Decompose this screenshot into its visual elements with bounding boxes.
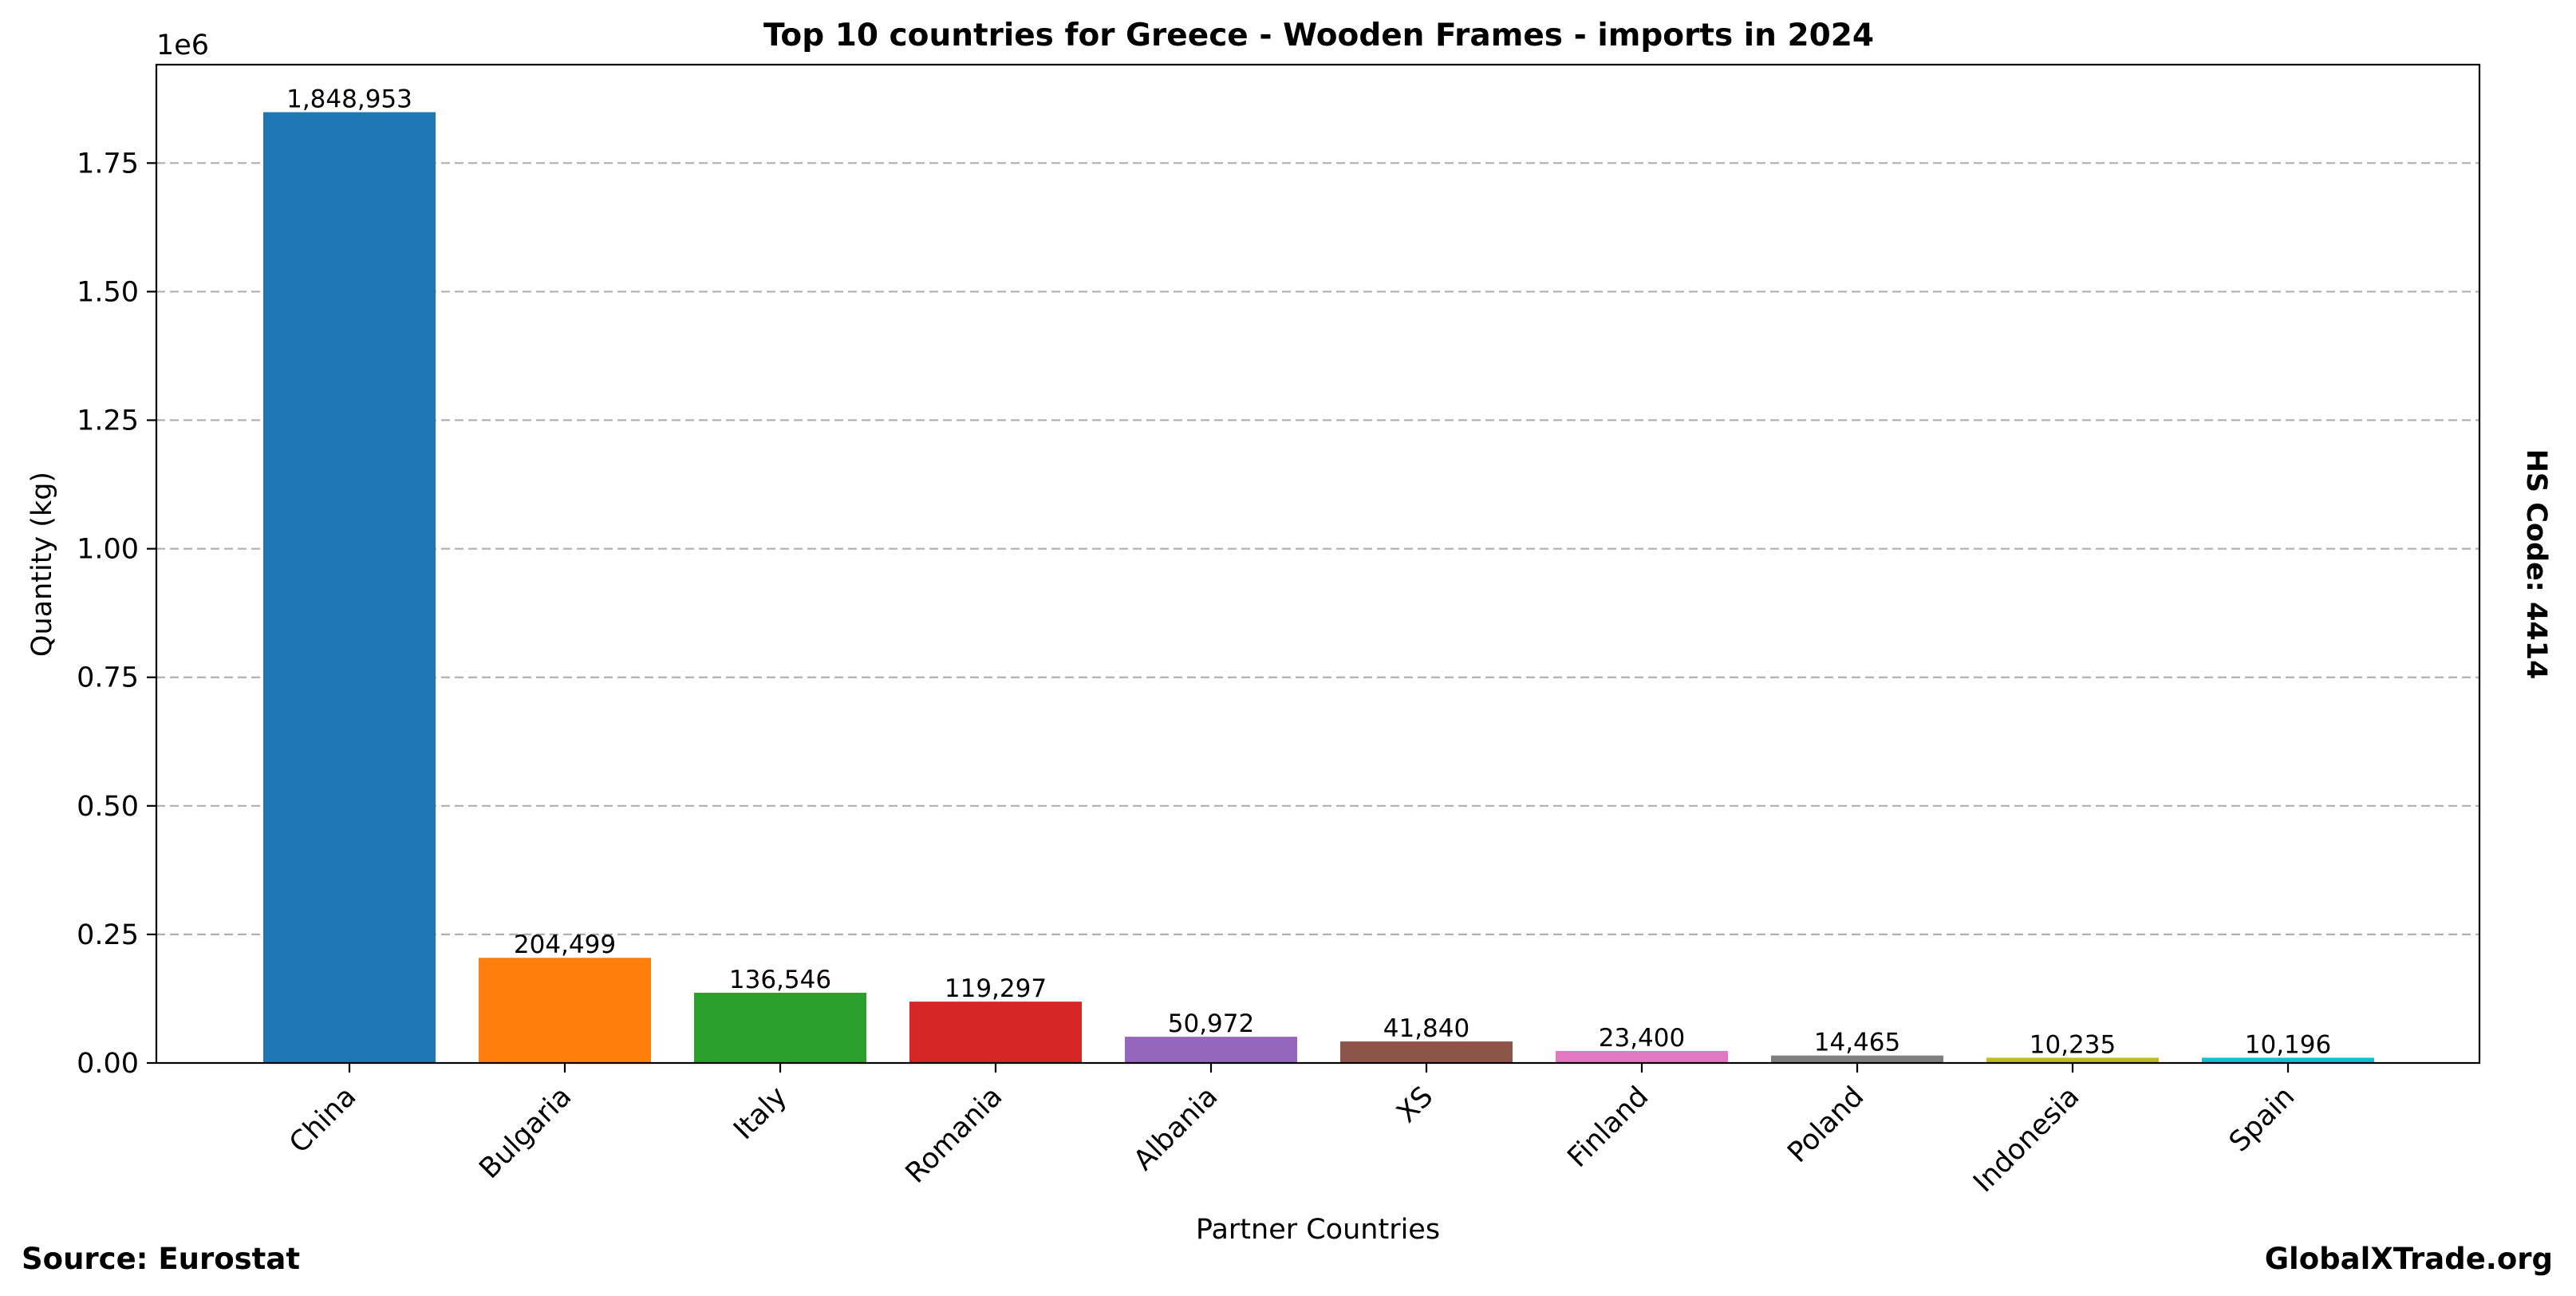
grid-lines: [156, 162, 2479, 936]
brand-name: GlobalXTrade.org: [2265, 1242, 2553, 1276]
x-tick-label: Romania: [900, 1081, 1009, 1190]
y-axis-scale-note: 1e6: [156, 30, 209, 61]
bar-value-label: 119,297: [945, 974, 1047, 1003]
chart-title: Top 10 countries for Greece - Wooden Fra…: [763, 18, 1874, 53]
y-tick-label: 1.25: [77, 405, 139, 437]
y-tick-label: 0.75: [77, 662, 139, 694]
bar-value-labels: 1,848,953 204,499 136,546 119,297 50,972 41,8…: [286, 85, 2331, 1060]
bar-value-label: 41,840: [1383, 1014, 1469, 1043]
bars: [263, 112, 2374, 1063]
y-tick-label: 1.75: [77, 148, 139, 180]
bar-value-label: 204,499: [514, 931, 616, 959]
y-axis-ticks: 0.00 0.25 0.50 0.75 1.00 1.25 1.50 1.75: [77, 148, 156, 1080]
bar-spain: [2202, 1057, 2374, 1063]
x-tick-label: Bulgaria: [473, 1081, 578, 1185]
x-axis-ticks: China Bulgaria Italy Romania Albania XS Finlan…: [283, 1063, 2301, 1199]
bar-value-label: 10,235: [2030, 1030, 2116, 1059]
y-tick-label: 0.00: [77, 1048, 139, 1080]
bar-finland: [1556, 1050, 1728, 1063]
x-tick-label: Finland: [1562, 1081, 1655, 1174]
x-axis-label: Partner Countries: [1196, 1214, 1440, 1246]
bar-china: [263, 112, 436, 1063]
plot-frame: [155, 63, 2481, 1065]
bar-value-label: 136,546: [729, 966, 831, 994]
bar-xs: [1340, 1041, 1513, 1063]
bar-poland: [1771, 1055, 1943, 1063]
x-tick-label: China: [283, 1081, 362, 1160]
x-tick-label: Spain: [2223, 1081, 2301, 1158]
bar-romania: [909, 1002, 1082, 1063]
y-tick-label: 0.25: [77, 919, 139, 951]
y-tick-label: 1.00: [77, 534, 139, 566]
y-axis-label: Quantity (kg): [26, 472, 58, 657]
x-tick-label: Italy: [728, 1081, 793, 1146]
x-tick-label: Albania: [1128, 1081, 1225, 1177]
bar-value-label: 23,400: [1599, 1024, 1685, 1053]
bar-bulgaria: [479, 958, 651, 1063]
x-tick-label: Poland: [1781, 1081, 1870, 1169]
bar-albania: [1125, 1037, 1297, 1063]
hs-code-label: HS Code: 4414: [2520, 449, 2552, 680]
bar-value-label: 50,972: [1168, 1010, 1254, 1038]
y-tick-label: 0.50: [77, 791, 139, 823]
bar-value-label: 10,196: [2245, 1030, 2331, 1059]
bar-italy: [694, 993, 866, 1063]
source-note: Source: Eurostat: [22, 1242, 300, 1276]
bar-indonesia: [1986, 1057, 2159, 1063]
bar-value-label: 1,848,953: [286, 85, 412, 114]
x-tick-label: XS: [1391, 1081, 1439, 1129]
x-tick-label: Indonesia: [1967, 1081, 2085, 1199]
bar-value-label: 14,465: [1814, 1029, 1900, 1057]
y-tick-label: 1.50: [77, 276, 139, 308]
